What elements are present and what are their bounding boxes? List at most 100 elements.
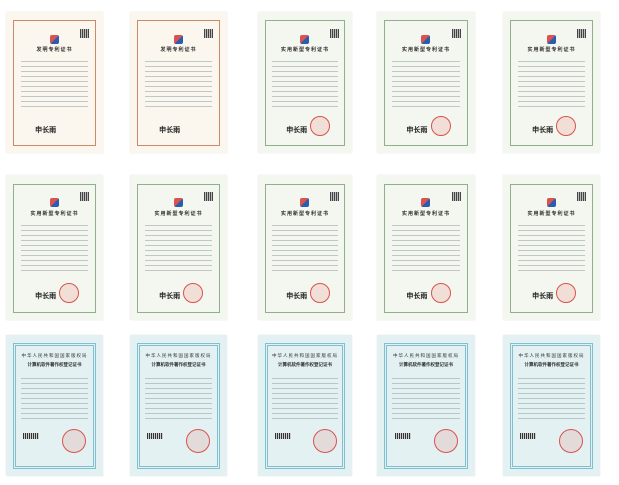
qr-code-icon xyxy=(329,192,339,202)
certificate-title: 发明专利证书 xyxy=(36,46,73,53)
certificate-issuer: 中华人民共和国国家版权局 xyxy=(272,354,338,360)
qr-code-icon xyxy=(80,28,90,38)
certificate-soft[interactable]: 中华人民共和国国家版权局 计算机软件著作权登记证书 xyxy=(130,335,227,476)
certificate-frame xyxy=(383,20,469,146)
certificate-title: 计算机软件著作权登记证书 xyxy=(524,362,579,368)
signature: 申长雨 xyxy=(159,125,181,134)
qr-code-icon xyxy=(452,28,462,38)
certificate-text xyxy=(391,57,461,111)
signature: 申长雨 xyxy=(406,125,428,134)
official-seal-icon xyxy=(309,116,330,137)
certificate-utility[interactable]: 实用新型专利证书申长雨 xyxy=(258,175,352,320)
signature: 申长雨 xyxy=(159,292,181,301)
certificate-title: 实用新型专利证书 xyxy=(280,46,329,53)
certificate-soft[interactable]: 中华人民共和国国家版权局 计算机软件著作权登记证书 xyxy=(503,335,600,476)
certificate-text xyxy=(272,57,338,111)
official-seal-icon xyxy=(556,282,577,303)
official-seal-icon xyxy=(62,429,87,454)
patent-office-logo-icon xyxy=(421,34,431,44)
patent-office-logo-icon xyxy=(173,34,183,44)
certificate-text xyxy=(272,221,338,275)
certificate-frame xyxy=(136,183,221,313)
signature: 申长雨 xyxy=(286,125,308,134)
barcode-icon xyxy=(147,433,164,440)
certificate-title: 计算机软件著作权登记证书 xyxy=(151,362,206,368)
certificate-utility[interactable]: 实用新型专利证书申长雨 xyxy=(377,12,475,153)
certificate-title: 实用新型专利证书 xyxy=(280,210,329,217)
certificate-text xyxy=(272,374,338,423)
official-seal-icon xyxy=(430,282,451,303)
certificate-text xyxy=(391,221,461,275)
patent-office-logo-icon xyxy=(546,34,556,44)
certificate-frame xyxy=(264,20,346,146)
qr-code-icon xyxy=(204,28,214,38)
signature: 申长雨 xyxy=(532,125,554,134)
patent-office-logo-icon xyxy=(49,34,59,44)
certificate-frame xyxy=(136,343,221,469)
qr-code-icon xyxy=(577,192,587,202)
barcode-icon xyxy=(23,433,40,440)
certificate-text xyxy=(517,57,586,111)
certificate-frame xyxy=(12,343,97,469)
certificate-frame xyxy=(12,20,97,146)
certificate-text xyxy=(20,221,89,275)
certificate-frame xyxy=(383,183,469,313)
official-seal-icon xyxy=(556,116,577,137)
official-seal-icon xyxy=(433,429,458,454)
certificate-soft[interactable]: 中华人民共和国国家版权局 计算机软件著作权登记证书 xyxy=(258,335,352,476)
official-seal-icon xyxy=(559,429,584,454)
certificate-frame xyxy=(509,183,594,313)
certificate-frame xyxy=(383,343,469,469)
qr-code-icon xyxy=(577,28,587,38)
certificate-frame xyxy=(136,20,221,146)
barcode-icon xyxy=(274,433,291,440)
certificate-title: 实用新型专利证书 xyxy=(401,46,450,53)
certificate-utility[interactable]: 实用新型专利证书申长雨 xyxy=(503,12,600,153)
official-seal-icon xyxy=(59,282,80,303)
certificate-utility[interactable]: 实用新型专利证书申长雨 xyxy=(258,12,352,153)
patent-office-logo-icon xyxy=(546,198,556,208)
patent-office-logo-icon xyxy=(173,198,183,208)
certificate-text xyxy=(391,374,461,423)
official-seal-icon xyxy=(309,282,330,303)
patent-office-logo-icon xyxy=(421,198,431,208)
certificate-text xyxy=(20,57,89,111)
certificate-title: 实用新型专利证书 xyxy=(154,210,203,217)
certificate-soft[interactable]: 中华人民共和国国家版权局 计算机软件著作权登记证书 xyxy=(6,335,103,476)
certificate-utility[interactable]: 实用新型专利证书 申长雨 xyxy=(503,175,600,320)
official-seal-icon xyxy=(430,116,451,137)
certificate-frame xyxy=(264,183,346,313)
official-seal-icon xyxy=(183,282,204,303)
signature: 申长雨 xyxy=(532,292,554,301)
certificate-title: 计算机软件著作权登记证书 xyxy=(399,362,453,368)
barcode-icon xyxy=(520,433,537,440)
certificate-title: 实用新型专利证书 xyxy=(30,210,79,217)
signature: 申长雨 xyxy=(35,125,57,134)
certificate-issuer: 中华人民共和国国家版权局 xyxy=(21,354,88,360)
qr-code-icon xyxy=(204,192,214,202)
certificate-frame xyxy=(264,343,346,469)
certificate-title: 实用新型专利证书 xyxy=(527,46,576,53)
patent-office-logo-icon xyxy=(300,198,310,208)
certificate-text xyxy=(144,221,213,275)
patent-office-logo-icon xyxy=(49,198,59,208)
certificate-title: 发明专利证书 xyxy=(160,46,197,53)
certificate-utility[interactable]: 实用新型专利证书 申长雨 xyxy=(377,175,475,320)
certificate-title: 实用新型专利证书 xyxy=(401,210,450,217)
certificate-invent[interactable]: 发明专利证书 申长雨 xyxy=(130,12,227,153)
certificate-soft[interactable]: 中华人民共和国国家版权局 计算机软件著作权登记证书 xyxy=(377,335,475,476)
certificate-utility[interactable]: 实用新型专利证书申长雨 xyxy=(130,175,227,320)
certificate-text xyxy=(517,221,586,275)
qr-code-icon xyxy=(329,28,339,38)
signature: 申长雨 xyxy=(35,292,57,301)
certificate-utility[interactable]: 实用新型专利证书申长雨 xyxy=(6,175,103,320)
certificate-frame xyxy=(12,183,97,313)
certificate-invent[interactable]: 发明专利证书 申长雨 xyxy=(6,12,103,153)
certificate-text xyxy=(144,374,213,423)
official-seal-icon xyxy=(186,429,211,454)
patent-office-logo-icon xyxy=(300,34,310,44)
certificate-frame xyxy=(509,343,594,469)
signature: 申长雨 xyxy=(286,292,308,301)
certificate-title: 计算机软件著作权登记证书 xyxy=(278,362,332,368)
certificate-text xyxy=(517,374,586,423)
